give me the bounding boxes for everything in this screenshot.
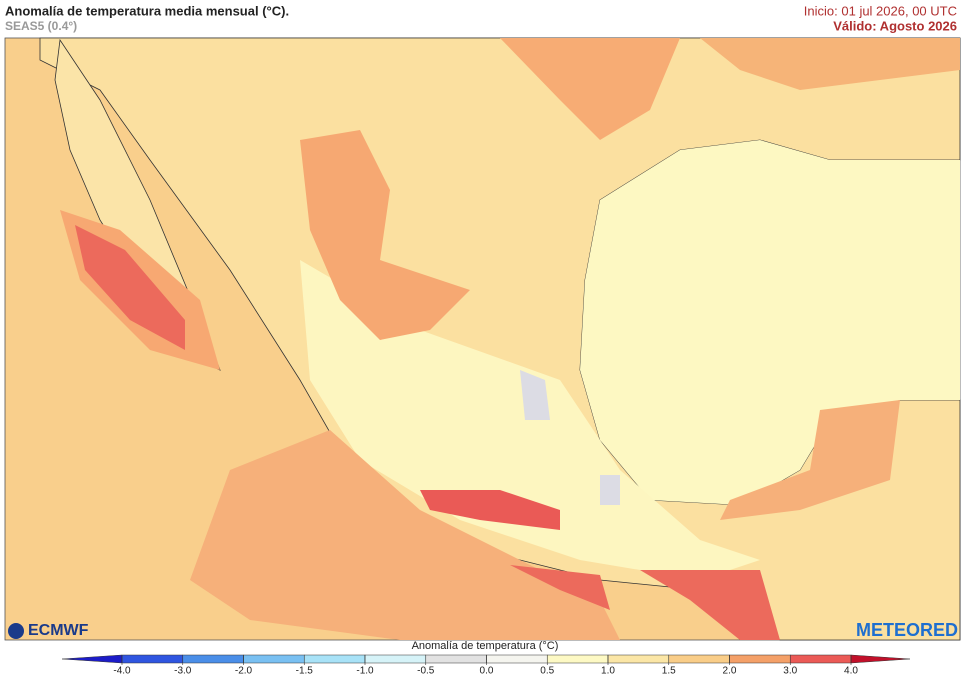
colorbar-tick-label: 1.5 xyxy=(662,666,676,677)
colorbar: -4.0 -3.0 -2.0 -1.5 -1.0 -0.5 0.0 0.5 1.0 1.5 2.0 3… xyxy=(61,654,911,677)
meteored-logo: METEORED xyxy=(856,620,958,640)
colorbar-tick-label: 4.0 xyxy=(844,666,858,677)
colorbar-end xyxy=(61,654,123,664)
colorbar-segment xyxy=(425,654,487,664)
subtitle: SEAS5 (0.4°) xyxy=(5,19,77,33)
colorbar-tick-label: 1.0 xyxy=(601,666,615,677)
colorbar-segment xyxy=(790,654,852,664)
colorbar-tick-label: -2.0 xyxy=(235,666,253,677)
colorbar-tick-label: 3.0 xyxy=(783,666,797,677)
colorbar-segment xyxy=(182,654,244,664)
colorbar-tick-label: -0.5 xyxy=(417,666,435,677)
colorbar-tick-label: -1.0 xyxy=(356,666,374,677)
ecmwf-icon xyxy=(8,623,24,639)
colorbar-tick-label: 0.0 xyxy=(480,666,494,677)
colorbar-tick-label: 0.5 xyxy=(540,666,554,677)
init-date: Inicio: 01 jul 2026, 00 UTC xyxy=(804,3,957,18)
ecmwf-logo: ECMWF xyxy=(28,622,89,639)
colorbar-segment xyxy=(668,654,730,664)
colorbar-segment xyxy=(729,654,791,664)
colorbar-tick-label: -4.0 xyxy=(113,666,131,677)
colorbar-segment xyxy=(243,654,305,664)
colorbar-segment xyxy=(364,654,426,664)
valid-date: Válido: Agosto 2026 xyxy=(833,18,957,33)
title: Anomalía de temperatura media mensual (°… xyxy=(5,3,289,18)
colorbar-segment xyxy=(607,654,669,664)
colorbar-segment xyxy=(486,654,548,664)
colorbar-segment xyxy=(547,654,609,664)
colorbar-segment xyxy=(304,654,366,664)
colorbar-tick-label: 2.0 xyxy=(723,666,737,677)
map xyxy=(4,37,961,641)
colorbar-title: Anomalía de temperatura (°C) xyxy=(412,640,559,652)
colorbar-end xyxy=(850,654,911,664)
colorbar-tick-label: -3.0 xyxy=(174,666,192,677)
colorbar-tick-label: -1.5 xyxy=(296,666,314,677)
colorbar-segment xyxy=(121,654,183,664)
